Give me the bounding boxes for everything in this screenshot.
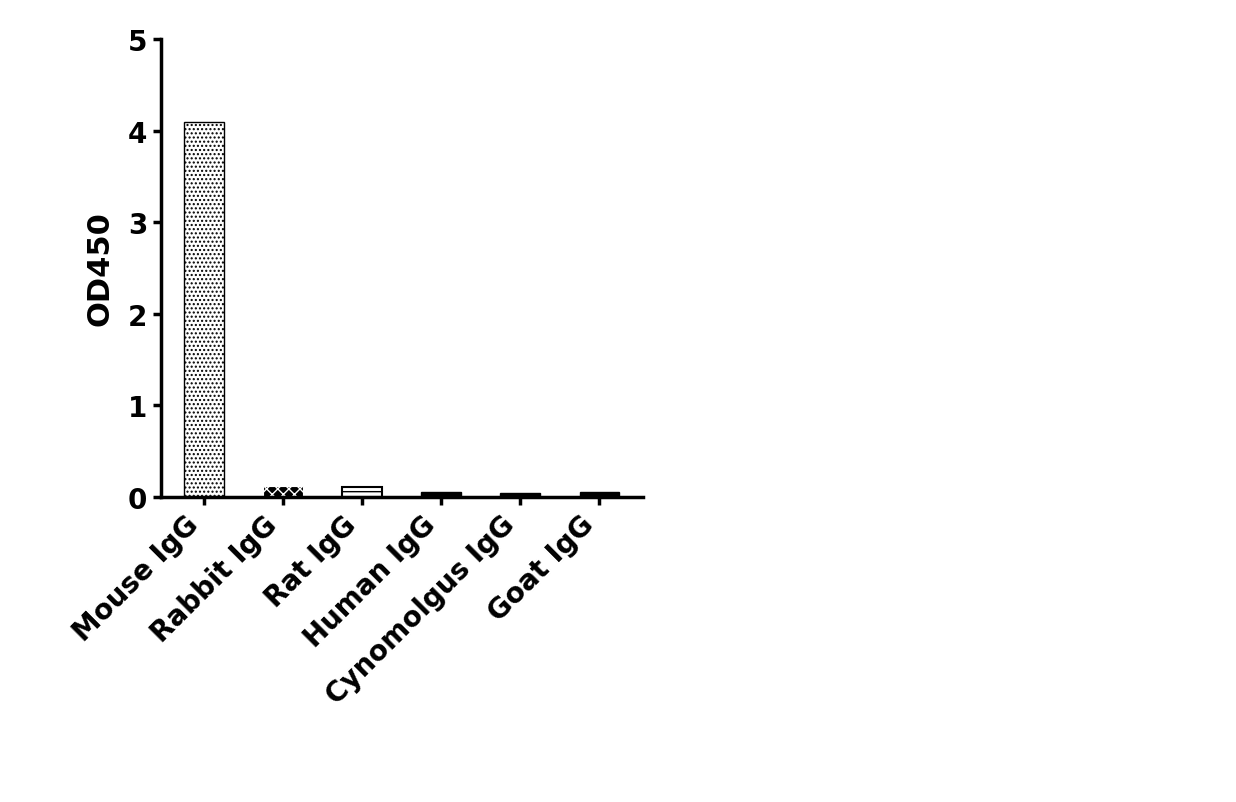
Bar [342,487,382,497]
Bar [263,486,303,497]
Bar [501,493,540,497]
Bar [580,492,619,497]
Bar [184,123,224,497]
Y-axis label: OD450: OD450 [85,211,114,326]
Bar [421,492,461,497]
